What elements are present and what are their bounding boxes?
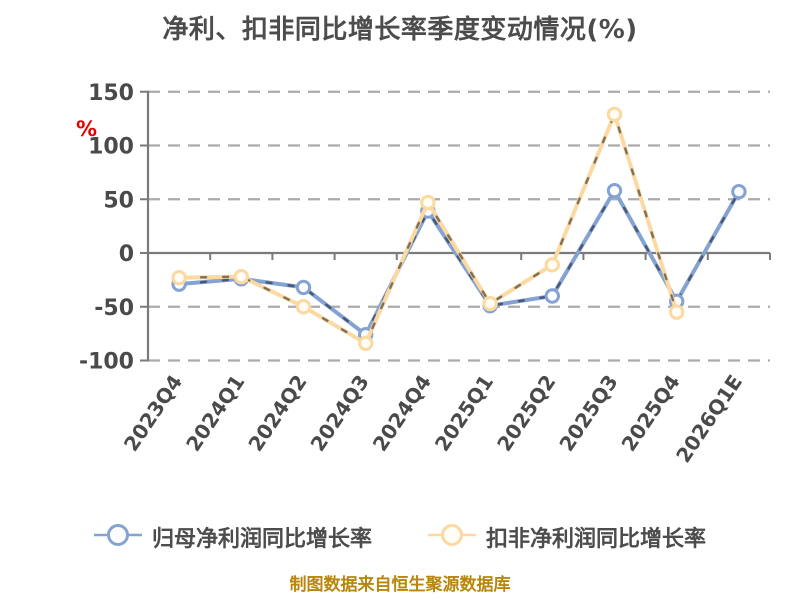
svg-text:2024Q3: 2024Q3	[306, 370, 374, 455]
y-axis-unit-label: %	[76, 117, 98, 141]
data-point-marker	[544, 288, 560, 304]
line-marker-icon	[93, 522, 142, 552]
svg-text:2024Q4: 2024Q4	[368, 370, 436, 455]
x-tick-labels: 2023Q42024Q12024Q22024Q32024Q42025Q12025…	[119, 370, 747, 467]
footer-source: 制图数据来自恒生聚源数据库	[289, 575, 511, 595]
legend-label-deducted-profit: 扣非净利润同比增长率	[486, 527, 707, 552]
data-point-marker	[606, 182, 623, 199]
svg-text:0: 0	[119, 242, 134, 267]
svg-text:2024Q2: 2024Q2	[243, 370, 311, 455]
data-point-marker	[295, 299, 312, 315]
data-point-marker	[544, 257, 560, 273]
legend-item-net-profit: 归母净利润同比增长率	[93, 521, 372, 553]
svg-text:150: 150	[88, 81, 134, 106]
data-point-marker	[233, 268, 250, 285]
data-point-marker	[731, 184, 747, 200]
svg-text:-50: -50	[94, 296, 134, 321]
data-point-marker	[606, 106, 623, 123]
svg-text:2025Q2: 2025Q2	[492, 370, 560, 455]
data-point-marker	[482, 295, 498, 312]
svg-text:-100: -100	[79, 350, 134, 375]
y-gridlines	[148, 90, 770, 362]
data-point-marker	[171, 270, 187, 286]
data-point-marker	[358, 335, 374, 351]
svg-text:2023Q4: 2023Q4	[119, 370, 187, 455]
axis-lines	[146, 90, 770, 362]
legend-item-deducted-profit: 扣非净利润同比增长率	[428, 521, 706, 553]
svg-text:2025Q4: 2025Q4	[617, 370, 685, 455]
chart-title: 净利、扣非同比增长率季度变动情况(%)	[162, 15, 638, 45]
svg-text:50: 50	[103, 188, 134, 213]
data-point-marker	[669, 304, 685, 320]
svg-text:2024Q1: 2024Q1	[181, 370, 249, 455]
y-tick-labels: 150 100 50 0 -50 -100	[79, 81, 134, 375]
data-point-marker	[420, 194, 436, 211]
series-net-profit	[171, 182, 747, 343]
legend: 归母净利润同比增长率 扣非净利润同比增长率	[0, 521, 800, 553]
svg-text:2025Q3: 2025Q3	[554, 370, 622, 455]
series-deducted-profit	[171, 106, 685, 351]
svg-text:100: 100	[88, 135, 134, 160]
data-point-marker	[295, 279, 312, 296]
legend-label-net-profit: 归母净利润同比增长率	[151, 527, 372, 552]
line-marker-icon	[428, 522, 476, 552]
svg-text:2025Q1: 2025Q1	[430, 370, 498, 455]
axis-ticks	[140, 90, 771, 362]
